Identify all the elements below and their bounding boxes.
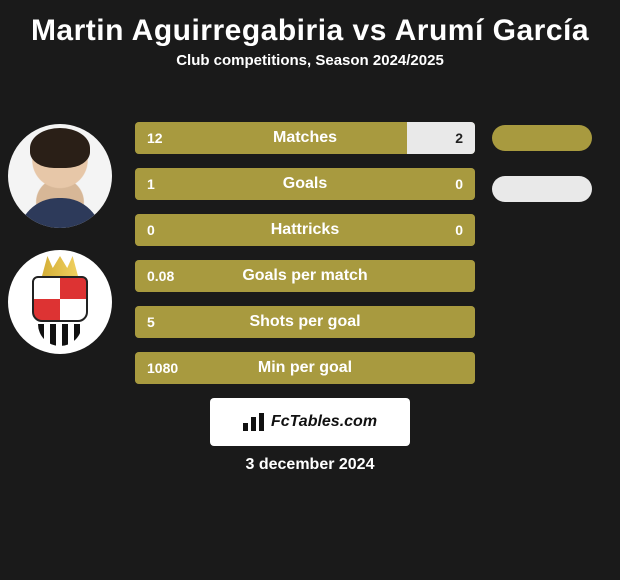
stat-row: Hattricks0 0	[135, 214, 475, 246]
stat-value-a: 12	[135, 122, 175, 154]
legend-chip-player-a	[492, 125, 592, 151]
stat-row: Goals per match0.08	[135, 260, 475, 292]
stat-value-b: 2	[443, 122, 475, 154]
stat-value-a: 0	[135, 214, 167, 246]
stat-value-b: 0	[443, 214, 475, 246]
stat-value-a: 0.08	[135, 260, 186, 292]
stat-value-a: 1	[135, 168, 167, 200]
stat-row: Goals1 0	[135, 168, 475, 200]
stat-value-a: 5	[135, 306, 167, 338]
stat-label: Hattricks	[135, 214, 475, 246]
player-b-badge	[8, 250, 112, 354]
source-logo: FcTables.com	[210, 398, 410, 446]
stat-label: Goals	[135, 168, 475, 200]
stat-label: Shots per goal	[135, 306, 475, 338]
stat-label: Matches	[135, 122, 475, 154]
stat-value-a: 1080	[135, 352, 190, 384]
stat-row: Matches12 2	[135, 122, 475, 154]
date-text: 3 december 2024	[0, 456, 620, 474]
player-a-avatar	[8, 124, 112, 228]
legend-chip-player-b	[492, 176, 592, 202]
subtitle: Club competitions, Season 2024/2025	[0, 52, 620, 85]
bar-chart-icon	[243, 413, 265, 431]
source-text: FcTables.com	[271, 413, 377, 431]
page-title: Martin Aguirregabiria vs Arumí García	[0, 0, 620, 52]
stat-row: Shots per goal5	[135, 306, 475, 338]
stat-row: Min per goal1080	[135, 352, 475, 384]
stat-value-b: 0	[443, 168, 475, 200]
stat-rows: Matches122Goals10Hattricks00Goals per ma…	[135, 122, 475, 398]
